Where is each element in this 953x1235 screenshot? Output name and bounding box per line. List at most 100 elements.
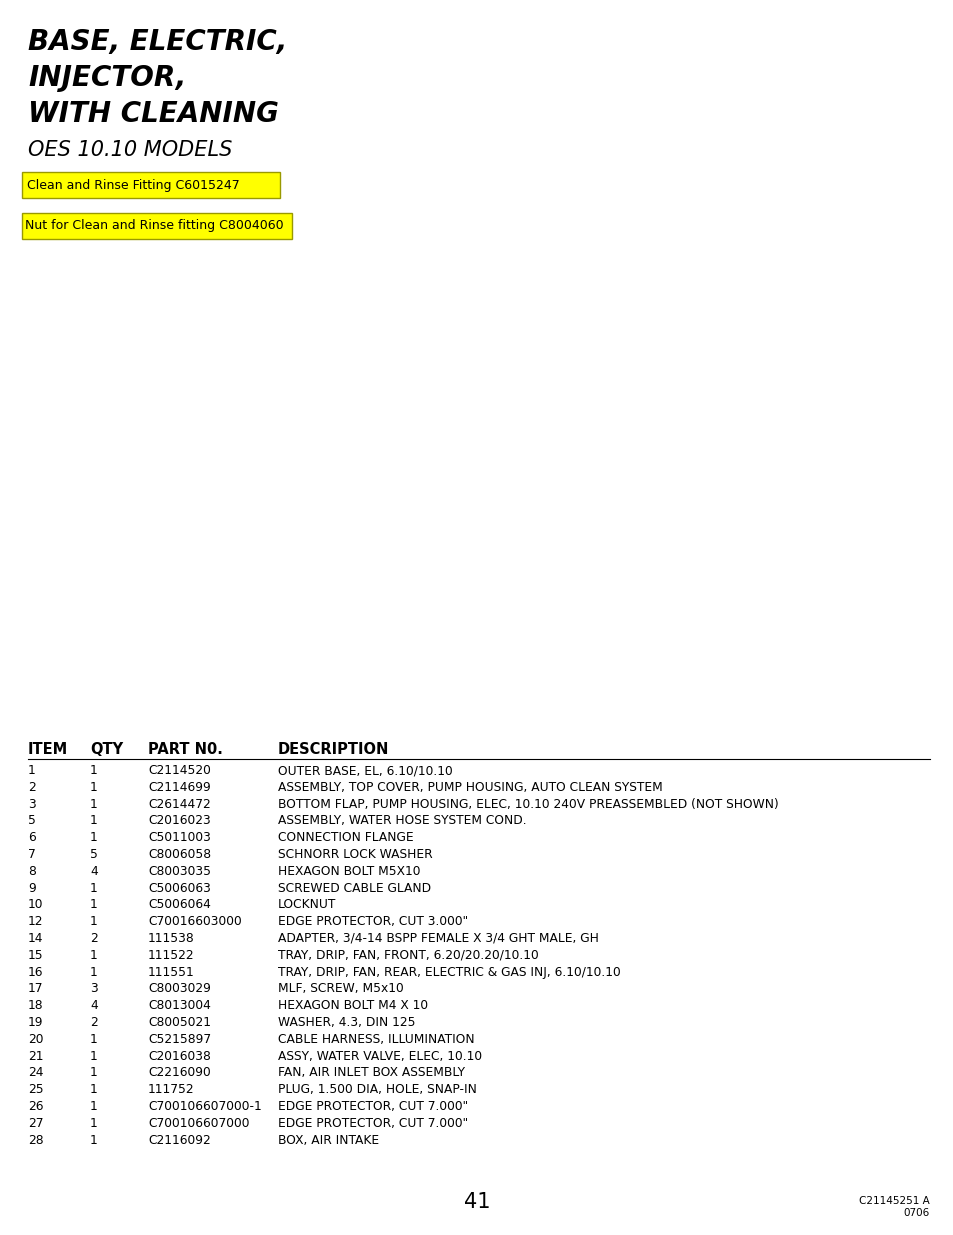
- Text: C5006063: C5006063: [148, 882, 211, 894]
- Text: 1: 1: [90, 966, 97, 978]
- Text: 17: 17: [28, 982, 44, 995]
- Text: 1: 1: [90, 948, 97, 962]
- Text: ASSEMBLY, WATER HOSE SYSTEM COND.: ASSEMBLY, WATER HOSE SYSTEM COND.: [277, 814, 526, 827]
- Text: C700106607000-1: C700106607000-1: [148, 1100, 261, 1113]
- Text: 0706: 0706: [902, 1208, 929, 1218]
- Text: ASSY, WATER VALVE, ELEC, 10.10: ASSY, WATER VALVE, ELEC, 10.10: [277, 1050, 481, 1062]
- Text: 1: 1: [28, 764, 35, 777]
- Text: PLUG, 1.500 DIA, HOLE, SNAP-IN: PLUG, 1.500 DIA, HOLE, SNAP-IN: [277, 1083, 476, 1097]
- Text: CONNECTION FLANGE: CONNECTION FLANGE: [277, 831, 414, 845]
- Text: 1: 1: [90, 915, 97, 929]
- Text: BOX, AIR INTAKE: BOX, AIR INTAKE: [277, 1134, 378, 1146]
- Text: 41: 41: [463, 1192, 490, 1212]
- Text: 1: 1: [90, 831, 97, 845]
- Text: ASSEMBLY, TOP COVER, PUMP HOUSING, AUTO CLEAN SYSTEM: ASSEMBLY, TOP COVER, PUMP HOUSING, AUTO …: [277, 781, 662, 794]
- Text: 10: 10: [28, 898, 44, 911]
- Text: Clean and Rinse Fitting C6015247: Clean and Rinse Fitting C6015247: [27, 179, 239, 191]
- Text: LOCKNUT: LOCKNUT: [277, 898, 336, 911]
- Text: OES 10.10 MODELS: OES 10.10 MODELS: [28, 140, 233, 161]
- Text: 2: 2: [90, 1016, 97, 1029]
- Text: ITEM: ITEM: [28, 742, 69, 757]
- Text: WASHER, 4.3, DIN 125: WASHER, 4.3, DIN 125: [277, 1016, 416, 1029]
- Text: 28: 28: [28, 1134, 44, 1146]
- Text: C5215897: C5215897: [148, 1032, 211, 1046]
- Text: 1: 1: [90, 898, 97, 911]
- Text: 1: 1: [90, 1100, 97, 1113]
- Text: SCREWED CABLE GLAND: SCREWED CABLE GLAND: [277, 882, 431, 894]
- Text: OUTER BASE, EL, 6.10/10.10: OUTER BASE, EL, 6.10/10.10: [277, 764, 453, 777]
- Text: 2: 2: [90, 932, 97, 945]
- Text: 21: 21: [28, 1050, 44, 1062]
- Text: FAN, AIR INLET BOX ASSEMBLY: FAN, AIR INLET BOX ASSEMBLY: [277, 1066, 464, 1079]
- Text: C70016603000: C70016603000: [148, 915, 241, 929]
- Text: HEXAGON BOLT M5X10: HEXAGON BOLT M5X10: [277, 864, 420, 878]
- Text: 26: 26: [28, 1100, 44, 1113]
- Text: 111752: 111752: [148, 1083, 194, 1097]
- Text: 5: 5: [28, 814, 36, 827]
- Text: 111522: 111522: [148, 948, 194, 962]
- Text: 1: 1: [90, 814, 97, 827]
- Text: SCHNORR LOCK WASHER: SCHNORR LOCK WASHER: [277, 848, 432, 861]
- Text: WITH CLEANING: WITH CLEANING: [28, 100, 278, 128]
- Text: C5006064: C5006064: [148, 898, 211, 911]
- Text: TRAY, DRIP, FAN, FRONT, 6.20/20.20/10.10: TRAY, DRIP, FAN, FRONT, 6.20/20.20/10.10: [277, 948, 538, 962]
- Text: 1: 1: [90, 1066, 97, 1079]
- Text: C700106607000: C700106607000: [148, 1116, 250, 1130]
- Text: C8003035: C8003035: [148, 864, 211, 878]
- Text: 14: 14: [28, 932, 44, 945]
- Text: HEXAGON BOLT M4 X 10: HEXAGON BOLT M4 X 10: [277, 999, 428, 1013]
- Text: BOTTOM FLAP, PUMP HOUSING, ELEC, 10.10 240V PREASSEMBLED (NOT SHOWN): BOTTOM FLAP, PUMP HOUSING, ELEC, 10.10 2…: [277, 798, 778, 810]
- Text: QTY: QTY: [90, 742, 123, 757]
- Bar: [0, 240, 953, 720]
- Text: 1: 1: [90, 1032, 97, 1046]
- Text: 4: 4: [90, 864, 97, 878]
- Text: 1: 1: [90, 1050, 97, 1062]
- Text: 19: 19: [28, 1016, 44, 1029]
- Text: PART N0.: PART N0.: [148, 742, 223, 757]
- Text: C2114699: C2114699: [148, 781, 211, 794]
- Text: 27: 27: [28, 1116, 44, 1130]
- Text: C2114520: C2114520: [148, 764, 211, 777]
- Text: 4: 4: [90, 999, 97, 1013]
- Text: C8013004: C8013004: [148, 999, 211, 1013]
- Text: 1: 1: [90, 1116, 97, 1130]
- Text: 1: 1: [90, 798, 97, 810]
- Text: 12: 12: [28, 915, 44, 929]
- Text: BASE, ELECTRIC,: BASE, ELECTRIC,: [28, 28, 287, 56]
- Text: 16: 16: [28, 966, 44, 978]
- Text: 111538: 111538: [148, 932, 194, 945]
- Text: EDGE PROTECTOR, CUT 3.000": EDGE PROTECTOR, CUT 3.000": [277, 915, 468, 929]
- Text: C8006058: C8006058: [148, 848, 211, 861]
- Text: 1: 1: [90, 1083, 97, 1097]
- Text: 15: 15: [28, 948, 44, 962]
- Text: ADAPTER, 3/4-14 BSPP FEMALE X 3/4 GHT MALE, GH: ADAPTER, 3/4-14 BSPP FEMALE X 3/4 GHT MA…: [277, 932, 598, 945]
- Text: 24: 24: [28, 1066, 44, 1079]
- Text: C2614472: C2614472: [148, 798, 211, 810]
- Text: 20: 20: [28, 1032, 44, 1046]
- Text: 1: 1: [90, 764, 97, 777]
- Text: 7: 7: [28, 848, 35, 861]
- Text: C2216090: C2216090: [148, 1066, 211, 1079]
- Text: CABLE HARNESS, ILLUMINATION: CABLE HARNESS, ILLUMINATION: [277, 1032, 475, 1046]
- Text: 2: 2: [28, 781, 35, 794]
- Text: C8003029: C8003029: [148, 982, 211, 995]
- Text: C2016038: C2016038: [148, 1050, 211, 1062]
- Bar: [22, 212, 292, 240]
- Text: 1: 1: [90, 781, 97, 794]
- Text: TRAY, DRIP, FAN, REAR, ELECTRIC & GAS INJ, 6.10/10.10: TRAY, DRIP, FAN, REAR, ELECTRIC & GAS IN…: [277, 966, 620, 978]
- Text: 25: 25: [28, 1083, 44, 1097]
- Text: C21145251 A: C21145251 A: [859, 1195, 929, 1207]
- Text: C2016023: C2016023: [148, 814, 211, 827]
- Text: C2116092: C2116092: [148, 1134, 211, 1146]
- Text: 5: 5: [90, 848, 98, 861]
- Text: C8005021: C8005021: [148, 1016, 211, 1029]
- Text: 18: 18: [28, 999, 44, 1013]
- Text: DESCRIPTION: DESCRIPTION: [277, 742, 389, 757]
- Text: 3: 3: [90, 982, 97, 995]
- Text: 8: 8: [28, 864, 36, 878]
- Text: EDGE PROTECTOR, CUT 7.000": EDGE PROTECTOR, CUT 7.000": [277, 1100, 468, 1113]
- Text: 1: 1: [90, 882, 97, 894]
- Text: INJECTOR,: INJECTOR,: [28, 64, 186, 91]
- Text: Nut for Clean and Rinse fitting C8004060: Nut for Clean and Rinse fitting C8004060: [25, 220, 283, 232]
- Text: EDGE PROTECTOR, CUT 7.000": EDGE PROTECTOR, CUT 7.000": [277, 1116, 468, 1130]
